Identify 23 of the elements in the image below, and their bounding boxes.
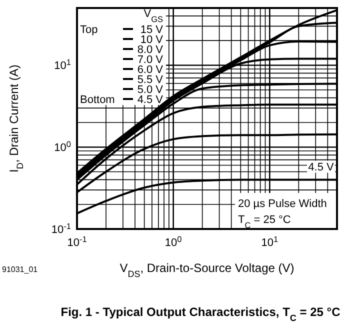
legend-title: V$_{GS}$ — [144, 8, 164, 24]
legend-label: 5.5 V — [137, 74, 164, 86]
legend-label: 10 V — [140, 34, 164, 46]
text: Fig. 1 - Typical Output Characteristics, T$_{C}$ = 25 °C — [60, 305, 341, 323]
annotation: 4.5 V — [308, 162, 335, 174]
annotation: Bottom — [80, 94, 115, 106]
annotation: Top — [80, 24, 98, 36]
y-tick-label: 10$^{-1}$ — [51, 222, 72, 236]
legend-label: 6.0 V — [137, 64, 164, 76]
x-axis-title: V$_{DS}$, Drain-to-Source Voltage (V) — [120, 261, 294, 279]
legend-label: 5.0 V — [137, 84, 164, 96]
x-tick-label: 10$^{1}$ — [261, 234, 278, 249]
legend-label: 4.5 V — [137, 94, 164, 106]
legend-label: 8.0 V — [137, 44, 164, 56]
text: 91031_01 — [2, 265, 38, 274]
legend-label: 7.0 V — [137, 54, 164, 66]
y-tick-label: 10$^{1}$ — [54, 58, 72, 72]
legend-label: 15 V — [140, 24, 164, 36]
annotation: 20 µs Pulse Width — [238, 198, 327, 210]
x-tick-label: 10$^{-1}$ — [67, 234, 88, 249]
x-tick-label: 10$^{0}$ — [164, 234, 182, 249]
annotation: T$_{C}$ = 25 °C — [238, 214, 291, 230]
y-tick-label: 10$^{0}$ — [54, 140, 72, 154]
